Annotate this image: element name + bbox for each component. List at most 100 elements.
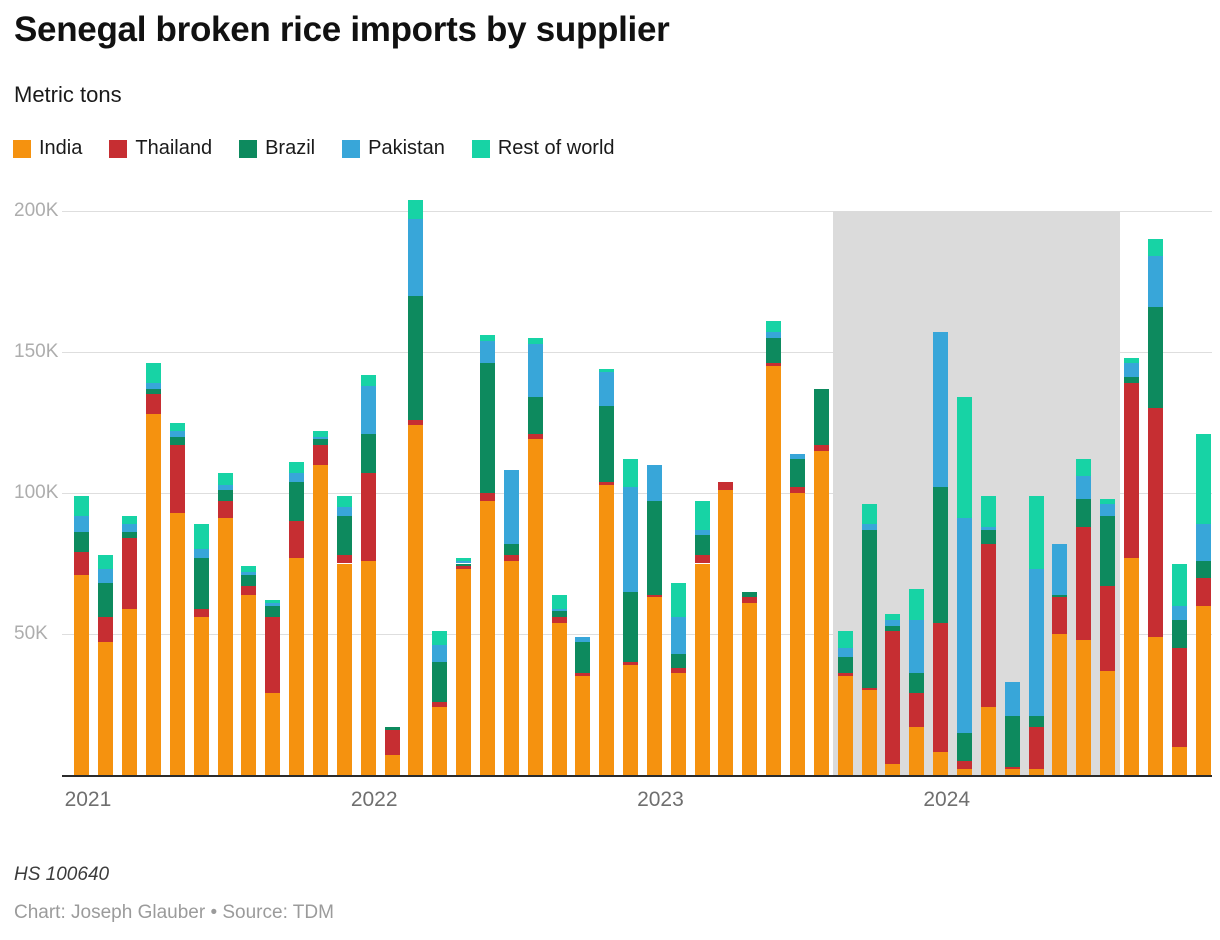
bar-segment-rest-of-world[interactable] — [408, 199, 424, 220]
bar-segment-brazil[interactable] — [861, 529, 877, 688]
bar-segment-india[interactable] — [122, 608, 138, 775]
bar-segment-india[interactable] — [1100, 670, 1116, 775]
bar-segment-pakistan[interactable] — [933, 332, 949, 488]
bar-segment-pakistan[interactable] — [479, 340, 495, 364]
bar-segment-india[interactable] — [1028, 769, 1044, 775]
bar-segment-india[interactable] — [599, 484, 615, 775]
bar-segment-pakistan[interactable] — [432, 645, 448, 663]
bar-segment-thailand[interactable] — [98, 617, 114, 643]
bar-segment-brazil[interactable] — [980, 529, 996, 544]
bar-segment-pakistan[interactable] — [861, 524, 877, 530]
bar-segment-india[interactable] — [1124, 557, 1139, 775]
bar-segment-india[interactable] — [813, 450, 829, 775]
bar-segment-pakistan[interactable] — [193, 549, 209, 558]
bar-segment-pakistan[interactable] — [503, 470, 519, 544]
bar-segment-thailand[interactable] — [1100, 586, 1116, 671]
bar-segment-thailand[interactable] — [1147, 408, 1163, 637]
bar-segment-rest-of-world[interactable] — [74, 495, 90, 516]
bar-segment-thailand[interactable] — [527, 433, 543, 440]
bar-segment-brazil[interactable] — [122, 532, 138, 539]
bar-segment-rest-of-world[interactable] — [265, 600, 281, 603]
bar-segment-india[interactable] — [575, 676, 591, 775]
bar-segment-pakistan[interactable] — [265, 602, 281, 606]
bar-segment-rest-of-world[interactable] — [527, 337, 543, 344]
bar-segment-rest-of-world[interactable] — [479, 335, 495, 341]
bar-segment-pakistan[interactable] — [336, 507, 352, 516]
bar-segment-pakistan[interactable] — [599, 371, 615, 406]
bar-segment-india[interactable] — [527, 439, 543, 775]
bar-segment-thailand[interactable] — [1195, 577, 1211, 606]
bar-segment-india[interactable] — [1195, 605, 1211, 775]
bar-segment-thailand[interactable] — [957, 760, 973, 770]
bar-segment-pakistan[interactable] — [766, 332, 782, 338]
bar-segment-brazil[interactable] — [837, 656, 853, 674]
bar-segment-rest-of-world[interactable] — [1124, 357, 1139, 364]
bar-segment-brazil[interactable] — [265, 605, 281, 618]
bar-segment-pakistan[interactable] — [1124, 363, 1139, 378]
bar-segment-brazil[interactable] — [742, 591, 758, 598]
bar-segment-brazil[interactable] — [909, 673, 925, 694]
bar-segment-india[interactable] — [169, 512, 185, 775]
bar-segment-rest-of-world[interactable] — [599, 368, 615, 372]
bar-segment-brazil[interactable] — [1171, 619, 1187, 649]
bar-segment-pakistan[interactable] — [122, 524, 138, 533]
bar-segment-thailand[interactable] — [289, 521, 305, 558]
bar-segment-brazil[interactable] — [479, 363, 495, 493]
bar-segment-brazil[interactable] — [312, 439, 328, 446]
bar-segment-brazil[interactable] — [289, 481, 305, 522]
bar-segment-brazil[interactable] — [1028, 715, 1044, 728]
bar-segment-brazil[interactable] — [790, 459, 806, 488]
bar-segment-pakistan[interactable] — [312, 436, 328, 440]
bar-segment-brazil[interactable] — [885, 625, 901, 632]
bar-segment-thailand[interactable] — [193, 608, 209, 618]
bar-segment-india[interactable] — [790, 493, 806, 775]
bar-segment-rest-of-world[interactable] — [360, 374, 376, 386]
bar-segment-brazil[interactable] — [623, 591, 639, 663]
bar-segment-rest-of-world[interactable] — [217, 473, 233, 485]
bar-segment-pakistan[interactable] — [1100, 504, 1116, 516]
bar-segment-india[interactable] — [646, 597, 662, 775]
bar-segment-pakistan[interactable] — [289, 473, 305, 482]
bar-segment-india[interactable] — [1076, 639, 1092, 775]
bar-segment-rest-of-world[interactable] — [623, 459, 639, 488]
bar-segment-thailand[interactable] — [885, 631, 901, 764]
bar-segment-pakistan[interactable] — [909, 619, 925, 674]
bar-segment-india[interactable] — [1052, 634, 1068, 775]
bar-segment-rest-of-world[interactable] — [1171, 563, 1187, 606]
bar-segment-thailand[interactable] — [813, 445, 829, 451]
bar-segment-pakistan[interactable] — [670, 617, 686, 654]
bar-segment-thailand[interactable] — [766, 363, 782, 367]
bar-segment-brazil[interactable] — [74, 532, 90, 553]
bar-segment-rest-of-world[interactable] — [909, 588, 925, 620]
bar-segment-pakistan[interactable] — [646, 464, 662, 502]
bar-segment-india[interactable] — [885, 763, 901, 775]
bar-segment-pakistan[interactable] — [527, 343, 543, 398]
bar-segment-brazil[interactable] — [670, 653, 686, 668]
bar-segment-pakistan[interactable] — [1171, 605, 1187, 620]
bar-segment-india[interactable] — [837, 676, 853, 775]
bar-segment-pakistan[interactable] — [217, 484, 233, 491]
bar-segment-india[interactable] — [551, 622, 567, 775]
bar-segment-rest-of-world[interactable] — [169, 422, 185, 431]
bar-segment-thailand[interactable] — [1004, 766, 1020, 770]
bar-segment-rest-of-world[interactable] — [1195, 433, 1211, 524]
bar-segment-thailand[interactable] — [837, 673, 853, 677]
bar-segment-brazil[interactable] — [145, 388, 161, 395]
bar-segment-thailand[interactable] — [933, 622, 949, 753]
bar-segment-pakistan[interactable] — [1052, 543, 1068, 595]
bar-segment-thailand[interactable] — [265, 617, 281, 694]
bar-segment-brazil[interactable] — [575, 642, 591, 674]
bar-segment-brazil[interactable] — [241, 574, 257, 587]
bar-segment-pakistan[interactable] — [957, 518, 973, 733]
bar-segment-brazil[interactable] — [384, 727, 400, 730]
bar-segment-india[interactable] — [861, 690, 877, 775]
bar-segment-brazil[interactable] — [957, 732, 973, 761]
bar-segment-rest-of-world[interactable] — [145, 363, 161, 383]
bar-segment-rest-of-world[interactable] — [980, 495, 996, 527]
bar-segment-rest-of-world[interactable] — [1076, 459, 1092, 477]
bar-segment-thailand[interactable] — [1171, 648, 1187, 747]
bar-segment-india[interactable] — [742, 602, 758, 775]
bar-segment-india[interactable] — [145, 414, 161, 775]
bar-segment-thailand[interactable] — [241, 586, 257, 595]
bar-segment-thailand[interactable] — [1124, 383, 1139, 558]
